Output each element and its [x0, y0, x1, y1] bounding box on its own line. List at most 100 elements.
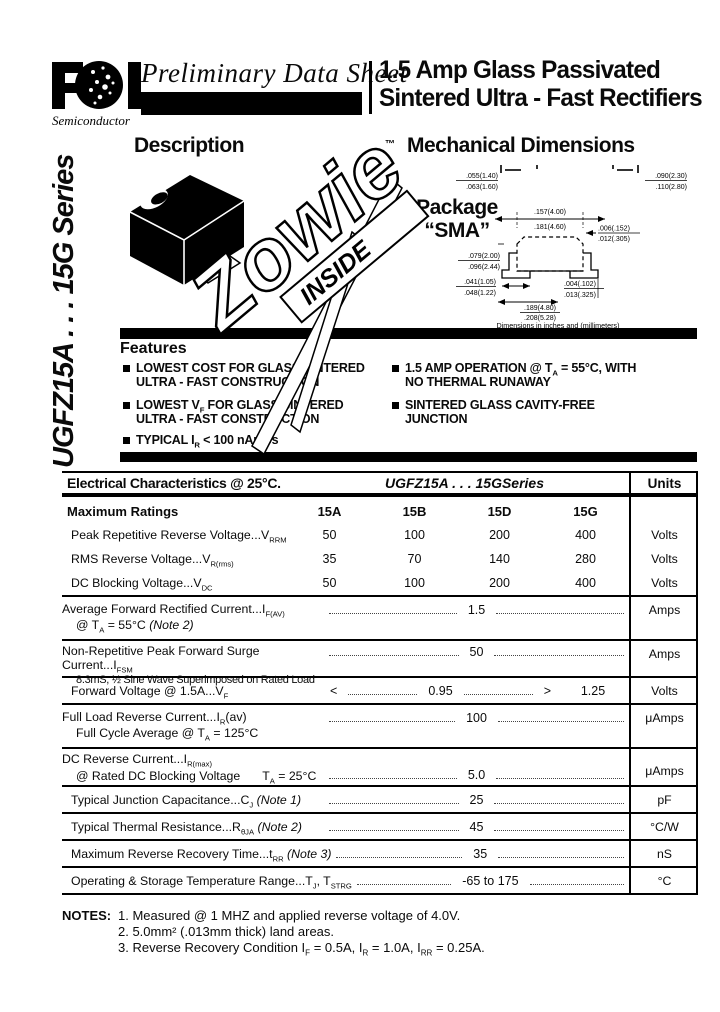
- fci-logo: Semiconductor: [52, 61, 141, 128]
- table-row-vrrm: Peak Repetitive Reverse Voltage...VRRM 5…: [62, 523, 696, 547]
- svg-text:.063(1.60): .063(1.60): [466, 184, 498, 191]
- value: 5.0: [467, 768, 486, 782]
- dim-body-height: .079(2.00) .096(2.44): [458, 243, 504, 271]
- package-name-line1: Package: [416, 196, 498, 219]
- value: 0.95: [428, 683, 453, 698]
- fci-logo-letter-f: [52, 62, 83, 109]
- svg-text:.048(1.22): .048(1.22): [464, 290, 496, 297]
- table-row-ir-dc: DC Reverse Current...IR(max) @ Rated DC …: [62, 747, 696, 785]
- table-row-vdc: DC Blocking Voltage...VDC 50 100 200 400…: [62, 571, 696, 595]
- svg-text:.189(4.80): .189(4.80): [524, 305, 556, 312]
- table-row-vrms: RMS Reverse Voltage...VR(rms) 35 70 140 …: [62, 547, 696, 571]
- unit-cell: Amps: [629, 641, 698, 686]
- value: 100: [466, 711, 487, 725]
- dimensions-caption: Dimensions in inches and (millimeters): [496, 321, 619, 330]
- side-view-body: [501, 236, 599, 279]
- table-series-label: UGFZ15A . . . 15GSeries: [385, 475, 544, 491]
- feature-item: SINTERED GLASS CAVITY-FREE JUNCTION: [392, 398, 692, 426]
- dim-overall-length: .189(4.80) .208(5.28): [498, 299, 560, 322]
- unit-cell: Volts: [629, 547, 698, 571]
- logo-subtitle: Semiconductor: [52, 113, 131, 128]
- unit-cell: Amps: [629, 597, 698, 639]
- notes-label: NOTES:: [62, 908, 112, 923]
- table-row-temp-range: Operating & Storage Temperature Range...…: [62, 866, 696, 893]
- unit-cell: μAmps: [629, 705, 698, 747]
- svg-text:.157(4.00): .157(4.00): [534, 209, 566, 216]
- column-header-15B: 15B: [402, 504, 427, 519]
- note-3: 3. Reverse Recovery Condition IF = 0.5A,…: [118, 940, 485, 958]
- bullet-square-icon: [392, 402, 399, 409]
- package-top-face: [130, 175, 244, 240]
- dim-foot-length: .041(1.05) .048(1.22): [456, 279, 530, 297]
- unit-cell: °C/W: [629, 814, 698, 839]
- notes-block: NOTES: 1. Measured @ 1 MHZ and applied r…: [62, 908, 485, 958]
- unit-cell: nS: [629, 841, 698, 866]
- svg-text:.110(2.80): .110(2.80): [656, 184, 687, 191]
- bullet-square-icon: [123, 365, 130, 372]
- table-row-vf: Forward Voltage @ 1.5A...VF < 0.95 > 1.2…: [62, 676, 696, 703]
- features-heading: Features: [120, 340, 187, 357]
- table-header-row: Electrical Characteristics @ 25°C. UGFZ1…: [62, 473, 696, 497]
- dim-standoff: .004(.102) .013(.325): [564, 279, 604, 299]
- unit-cell: Volts: [629, 678, 698, 703]
- svg-text:.181(4.60): .181(4.60): [534, 224, 566, 231]
- mechanical-drawing: .055(1.40) .063(1.60) .090(2.30) .110(2.…: [456, 165, 687, 330]
- package-3d-illustration: [129, 175, 245, 285]
- bullet-square-icon: [123, 402, 130, 409]
- value: 25: [469, 792, 484, 807]
- package-name-label: Package “SMA”: [413, 196, 501, 242]
- table-row-ir-av: Full Load Reverse Current...IR(av) Full …: [62, 703, 696, 747]
- value: 35: [473, 846, 488, 861]
- value: 1.5: [467, 603, 486, 617]
- svg-text:.079(2.00): .079(2.00): [468, 253, 500, 260]
- svg-text:.012(.305): .012(.305): [598, 236, 630, 243]
- unit-cell: μAmps: [629, 749, 698, 785]
- value: 45: [469, 819, 484, 834]
- svg-text:.013(.325): .013(.325): [564, 292, 596, 299]
- series-vertical-label: UGFZ15A . . . 15G Series: [48, 154, 80, 468]
- fci-logo-letter-i: [128, 62, 141, 109]
- unit-cell: °C: [629, 868, 698, 893]
- header-black-bar: [141, 92, 362, 115]
- package-lead-tab: [196, 255, 242, 284]
- max-ratings-label: Maximum Ratings: [67, 504, 179, 519]
- bullet-square-icon: [123, 437, 130, 444]
- page-title: 1.5 Amp Glass Passivated Sintered Ultra …: [379, 56, 703, 112]
- value: -65 to 175: [462, 873, 519, 888]
- svg-text:.006(.152): .006(.152): [598, 226, 630, 233]
- package-front-face: [184, 201, 244, 285]
- table-row-ifsm: Non-Repetitive Peak Forward Surge Curren…: [62, 639, 696, 686]
- svg-text:.096(2.44): .096(2.44): [468, 264, 500, 271]
- column-header-15G: 15G: [573, 504, 598, 519]
- svg-text:.041(1.05): .041(1.05): [464, 279, 496, 286]
- table-title: Electrical Characteristics @ 25°C.: [67, 475, 281, 491]
- electrical-characteristics-table: Electrical Characteristics @ 25°C. UGFZ1…: [62, 471, 698, 895]
- unit-cell: pF: [629, 787, 698, 812]
- feature-item: 1.5 AMP OPERATION @ TA = 55°C, WITH NO TH…: [392, 361, 692, 389]
- description-heading: Description: [134, 134, 245, 157]
- mechanical-heading: Mechanical Dimensions: [407, 134, 635, 157]
- top-view-leads: [500, 165, 639, 173]
- unit-cell: Volts: [629, 523, 698, 547]
- column-header-15A: 15A: [317, 504, 342, 519]
- dim-body-width: .157(4.00) .181(4.60): [495, 209, 605, 231]
- doc-type-label: Preliminary Data Sheet: [141, 58, 408, 88]
- zowie-watermark: Zowie INSIDE ™: [169, 116, 430, 456]
- package-name-line2: “SMA”: [424, 219, 490, 242]
- dim-lead-width: .055(1.40) .063(1.60): [456, 173, 498, 191]
- units-column-header: Units: [629, 473, 698, 493]
- bullet-square-icon: [392, 365, 399, 372]
- value: 50: [469, 645, 484, 659]
- package-left-face: [130, 212, 184, 285]
- unit-cell: Volts: [629, 571, 698, 595]
- value-max: 1.25: [580, 683, 606, 698]
- dim-body-top-right: .090(2.30) .110(2.80): [645, 173, 687, 191]
- svg-text:.090(2.30): .090(2.30): [655, 173, 687, 180]
- divider-bar-bottom: [120, 452, 697, 462]
- column-header-15D: 15D: [487, 504, 512, 519]
- zowie-tm: ™: [385, 139, 395, 150]
- table-row-cj: Typical Junction Capacitance...CJ (Note …: [62, 785, 696, 812]
- svg-text:.004(.102): .004(.102): [564, 281, 596, 288]
- dim-lead-thickness: .006(.152) .012(.305): [586, 226, 640, 243]
- svg-text:.208(5.28): .208(5.28): [524, 315, 556, 322]
